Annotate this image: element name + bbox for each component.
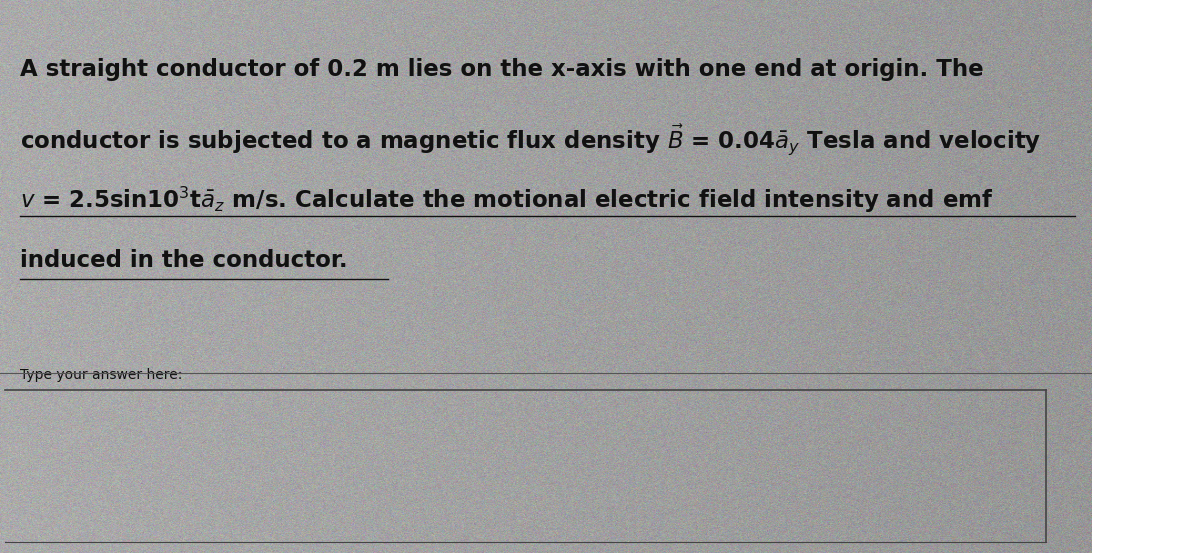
Text: Type your answer here:: Type your answer here: bbox=[19, 368, 182, 382]
Text: $v$ = 2.5sin10$^3$t$\bar{a}$$_z$ m/s. Calculate the motional electric field inte: $v$ = 2.5sin10$^3$t$\bar{a}$$_z$ m/s. Ca… bbox=[19, 185, 994, 216]
Text: induced in the conductor.: induced in the conductor. bbox=[19, 249, 347, 272]
Text: A straight conductor of 0.2 m lies on the x-axis with one end at origin. The: A straight conductor of 0.2 m lies on th… bbox=[19, 58, 983, 81]
Text: conductor is subjected to a magnetic flux density $\vec{B}$ = 0.04$\bar{a}$$_y$ : conductor is subjected to a magnetic flu… bbox=[19, 122, 1042, 156]
